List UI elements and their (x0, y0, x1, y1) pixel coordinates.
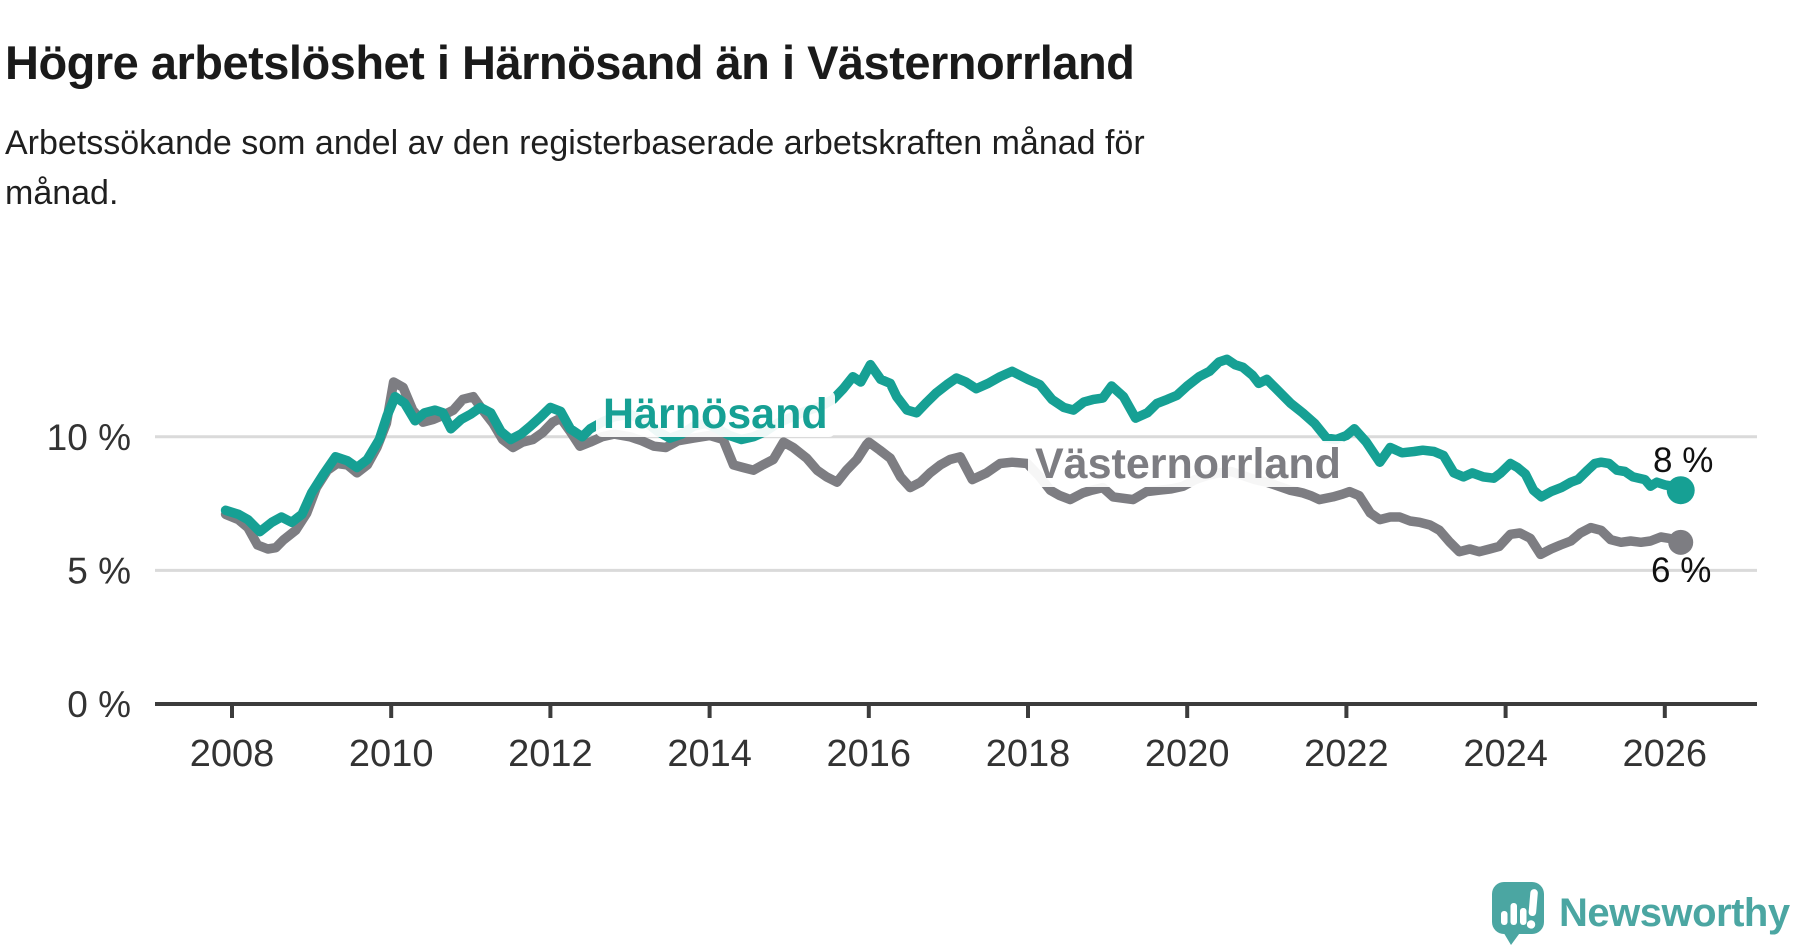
series-line-vasternorrland (220, 377, 1686, 560)
chart-subtitle: Arbetssökande som andel av den registerb… (5, 118, 1145, 218)
newsworthy-logo-icon (1492, 882, 1544, 945)
x-tick-label-2024: 2024 (1463, 733, 1548, 775)
x-tick-label-2014: 2014 (667, 733, 752, 775)
page-title: Högre arbetslöshet i Härnösand än i Väst… (5, 36, 1135, 90)
x-tick-label-2018: 2018 (986, 733, 1071, 775)
newsworthy-logo: Newsworthy (1490, 880, 1790, 946)
x-tick-label-2020: 2020 (1145, 733, 1230, 775)
x-tick-label-2026: 2026 (1623, 733, 1708, 775)
x-tick-label-2016: 2016 (827, 733, 912, 775)
series-line-harnosand (220, 354, 1686, 537)
y-tick-label-0: 0 % (67, 684, 131, 725)
x-tick-label-2022: 2022 (1304, 733, 1389, 775)
y-tick-label-10: 10 % (47, 417, 131, 458)
subtitle-line-1: Arbetssökande som andel av den registerb… (5, 124, 1145, 162)
end-value-label-vasternorrland: 6 % (1651, 551, 1712, 590)
y-tick-label-5: 5 % (67, 550, 131, 591)
newsworthy-logo-text: Newsworthy (1559, 890, 1790, 935)
series-label-vasternorrland: Västernorrland (1028, 441, 1348, 487)
series-end-dot-harnosand (1666, 476, 1695, 505)
series-end-dot-vasternorrland (1668, 529, 1694, 555)
x-tick-label-2012: 2012 (508, 733, 593, 775)
x-tick-label-2010: 2010 (349, 733, 434, 775)
series-label-harnosand: Härnösand (596, 391, 835, 437)
subtitle-line-2: månad. (5, 174, 119, 212)
end-value-label-harnosand: 8 % (1653, 441, 1714, 480)
x-tick-label-2008: 2008 (190, 733, 275, 775)
